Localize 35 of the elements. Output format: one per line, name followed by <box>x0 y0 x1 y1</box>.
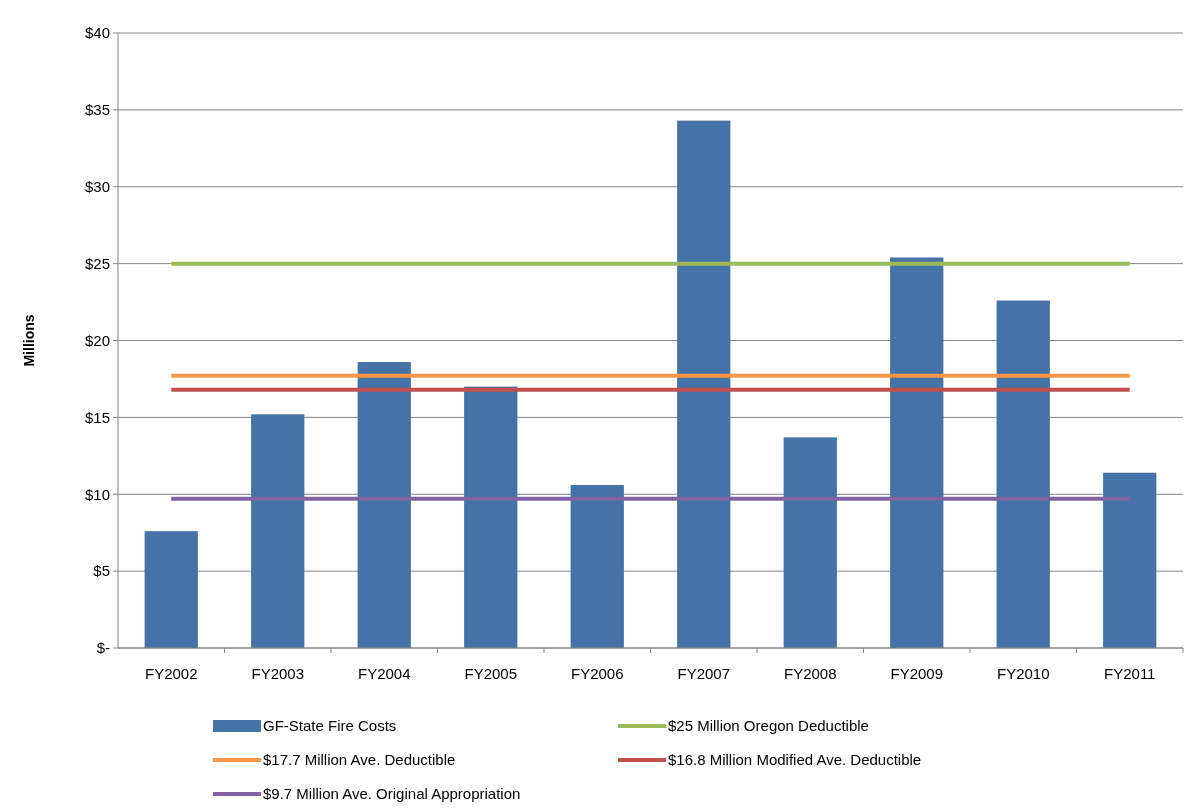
y-tick-label: $5 <box>93 562 110 580</box>
bar <box>890 257 944 648</box>
y-tick-label: $25 <box>84 254 110 272</box>
y-tick-label: $30 <box>84 178 110 195</box>
y-tick-label: $- <box>96 639 110 657</box>
bar <box>570 485 624 648</box>
y-tick-label: $40 <box>84 24 110 42</box>
bar <box>1103 472 1157 648</box>
y-tick-label: $10 <box>84 485 110 503</box>
bar <box>357 362 411 648</box>
y-tick-label: $20 <box>84 331 110 349</box>
legend-label: $25 Million Oregon Deductible <box>668 717 869 735</box>
bar <box>251 414 305 648</box>
legend-label: $16.8 Million Modified Ave. Deductible <box>668 751 922 769</box>
bar <box>996 300 1050 648</box>
legend-label: $9.7 Million Ave. Original Appropriation <box>263 785 521 803</box>
bar <box>464 386 518 648</box>
legend-label: GF-State Fire Costs <box>263 717 397 735</box>
legend-label: $17.7 Million Ave. Deductible <box>263 751 456 769</box>
bar <box>677 120 731 648</box>
x-tick-label: FY2004 <box>357 665 411 682</box>
x-tick-label: FY2010 <box>996 665 1050 682</box>
x-tick-label: FY2006 <box>570 665 624 682</box>
y-axis-title: Millions <box>21 314 37 367</box>
bar <box>783 437 837 648</box>
bar <box>144 531 198 648</box>
x-tick-label: FY2008 <box>783 665 837 682</box>
x-tick-label: FY2007 <box>677 665 731 682</box>
x-tick-label: FY2002 <box>144 665 198 682</box>
y-tick-label: $35 <box>84 101 110 119</box>
y-tick-label: $15 <box>84 408 110 426</box>
x-tick-label: FY2011 <box>1104 665 1156 682</box>
x-tick-label: FY2003 <box>251 665 305 682</box>
x-tick-label: FY2009 <box>890 665 944 682</box>
x-tick-label: FY2005 <box>464 665 518 682</box>
